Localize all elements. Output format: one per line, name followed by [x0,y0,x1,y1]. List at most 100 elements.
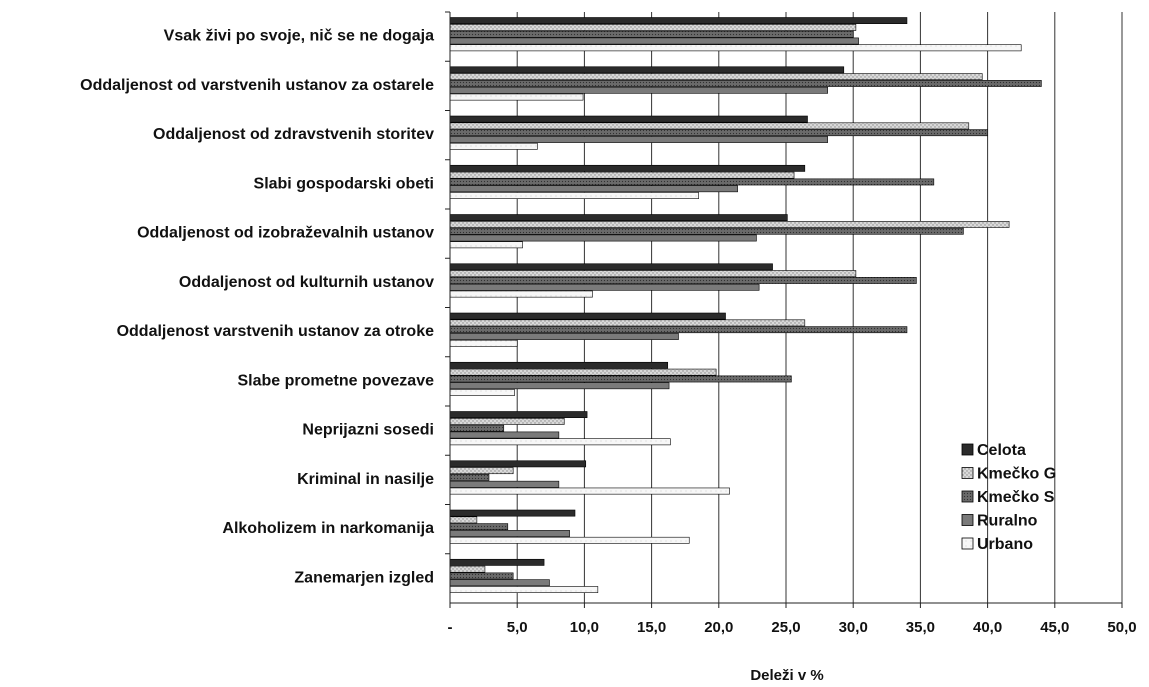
bar-kmecko-s-slabi-gospodarski-obeti [449,178,935,186]
bar-urbano-oddaljenost-od-zdravstvenih-storitev [449,142,538,150]
bar-kmecko-g-zanemarjen-izgled [449,565,486,573]
bar-kmecko-s-vsak-zivi-po-svoje-nic-se-ne-dogaja [449,30,854,38]
bar-kmecko-g-oddaljenost-od-varstvenih-ustanov-za-ostarele [449,73,983,81]
bar-ruralno-vsak-zivi-po-svoje-nic-se-ne-dogaja [449,37,859,45]
bar-ruralno-kriminal-in-nasilje [449,480,560,488]
bar-kmecko-g-alkoholizem-in-narkomanija [449,516,478,524]
bar-kmecko-s-slabe-prometne-povezave [449,375,792,383]
category-label: Oddaljenost od varstvenih ustanov za ost… [80,77,434,94]
category-label: Slabi gospodarski obeti [254,175,434,192]
bar-kmecko-s-kriminal-in-nasilje [449,474,490,481]
bar-kmecko-s-alkoholizem-in-narkomanija [449,523,509,531]
bar-kmecko-g-oddaljenost-od-zdravstvenih-storitev [449,122,970,130]
category-label: Alkoholizem in narkomanija [222,520,434,537]
bars [449,17,1042,593]
bar-kmecko-g-kriminal-in-nasilje [449,467,514,475]
bar-ruralno-zanemarjen-izgled [449,579,550,587]
legend-swatch-urbano [961,537,974,550]
category-label: Oddaljenost od zdravstvenih storitev [153,126,434,143]
bar-kmecko-s-neprijazni-sosedi [449,424,505,432]
axes [445,11,1123,608]
legend-label-celota: Celota [977,442,1026,459]
x-tick-label: 40,0 [973,619,1002,636]
x-tick-label: 35,0 [906,619,935,636]
x-tick-labels: - 5,0 10,0 15,0 20,0 25,0 30,0 35,0 40,0 45,0 50,0 [448,619,1137,636]
bar-celota-oddaljenost-od-zdravstvenih-storitev [449,115,808,123]
bar-celota-slabe-prometne-povezave [449,361,669,369]
bar-ruralno-slabi-gospodarski-obeti [449,185,738,193]
bar-celota-vsak-zivi-po-svoje-nic-se-ne-dogaja [449,17,908,24]
x-tick-label: 30,0 [839,619,868,636]
legend: Celota Kmečko G Kmečko S Ruralno Urbano [961,442,1056,553]
x-tick-label: 45,0 [1040,619,1069,636]
bar-ruralno-oddaljenost-od-kulturnih-ustanov [449,283,760,291]
category-label: Vsak živi po svoje, nič se ne dogaja [164,28,434,45]
bar-celota-oddaljenost-od-varstvenih-ustanov-za-ostarele [449,66,845,74]
gridlines [516,12,1123,603]
bar-ruralno-slabe-prometne-povezave [449,382,670,390]
bar-kmecko-s-oddaljenost-od-izobrazevalnih-ustanov [449,227,964,235]
bar-kmecko-s-oddaljenost-varstvenih-ustanov-za-otroke [449,326,908,334]
x-tick-label: 5,0 [507,619,528,636]
category-label: Kriminal in nasilje [297,471,434,488]
category-label: Slabe prometne povezave [237,372,434,389]
legend-swatch-kmecko-s [961,490,974,503]
bar-urbano-vsak-zivi-po-svoje-nic-se-ne-dogaja [449,44,1022,52]
bar-celota-zanemarjen-izgled [449,558,545,566]
bar-kmecko-g-oddaljenost-od-izobrazevalnih-ustanov [449,221,1010,228]
x-tick-label: 15,0 [637,619,666,636]
x-tick-label: - [448,619,453,636]
legend-label-kmecko-s: Kmečko S [977,489,1055,506]
bar-kmecko-s-zanemarjen-izgled [449,572,514,580]
legend-label-kmecko-g: Kmečko G [977,466,1056,483]
bar-urbano-alkoholizem-in-narkomanija [449,536,690,544]
bar-celota-oddaljenost-od-kulturnih-ustanov [449,263,773,271]
bar-kmecko-g-vsak-zivi-po-svoje-nic-se-ne-dogaja [449,23,857,31]
bar-celota-slabi-gospodarski-obeti [449,164,806,172]
bar-urbano-slabi-gospodarski-obeti [449,192,699,199]
legend-swatch-celota [961,443,974,456]
legend-label-ruralno: Ruralno [977,513,1038,530]
bar-urbano-zanemarjen-izgled [449,586,599,593]
bar-celota-neprijazni-sosedi [449,411,588,418]
bar-kmecko-g-oddaljenost-varstvenih-ustanov-za-otroke [449,319,806,327]
bar-kmecko-s-oddaljenost-od-kulturnih-ustanov [449,277,917,284]
bar-kmecko-s-oddaljenost-od-zdravstvenih-storitev [449,129,988,137]
category-labels: Vsak živi po svoje, nič se ne dogaja Odda… [80,28,434,587]
bar-kmecko-g-slabi-gospodarski-obeti [449,171,795,179]
x-tick-label: 20,0 [704,619,733,636]
bar-ruralno-oddaljenost-od-varstvenih-ustanov-za-ostarele [449,86,828,94]
category-label: Oddaljenost od kulturnih ustanov [179,274,434,291]
x-tick-label: 50,0 [1107,619,1136,636]
bar-ruralno-alkoholizem-in-narkomanija [449,530,570,537]
category-label: Zanemarjen izgled [294,569,434,586]
legend-swatch-kmecko-g [961,467,974,479]
bar-urbano-oddaljenost-od-kulturnih-ustanov [449,290,593,298]
x-tick-label: 25,0 [771,619,800,636]
bar-urbano-oddaljenost-od-izobrazevalnih-ustanov [449,241,523,249]
legend-swatch-ruralno [961,514,974,526]
x-axis-title: Deleži v % [750,667,823,684]
bar-kmecko-g-oddaljenost-od-kulturnih-ustanov [449,270,857,278]
bar-kmecko-g-slabe-prometne-povezave [449,368,717,376]
bar-celota-alkoholizem-in-narkomanija [449,509,576,517]
bar-celota-oddaljenost-varstvenih-ustanov-za-otroke [449,312,726,320]
bar-ruralno-neprijazni-sosedi [449,431,560,439]
bar-kmecko-g-neprijazni-sosedi [449,417,565,425]
bar-urbano-neprijazni-sosedi [449,438,671,446]
bar-celota-oddaljenost-od-izobrazevalnih-ustanov [449,214,788,221]
category-label: Oddaljenost od izobraževalnih ustanov [137,225,434,242]
bar-urbano-kriminal-in-nasilje [449,487,730,495]
category-label: Oddaljenost varstvenih ustanov za otroke [117,323,435,340]
x-tick-label: 10,0 [570,619,599,636]
bar-urbano-oddaljenost-od-varstvenih-ustanov-za-ostarele [449,93,584,101]
bar-ruralno-oddaljenost-varstvenih-ustanov-za-otroke [449,333,679,340]
category-label: Neprijazni sosedi [302,422,434,439]
bar-ruralno-oddaljenost-od-zdravstvenih-storitev [449,136,828,143]
bar-celota-kriminal-in-nasilje [449,460,587,468]
legend-label-urbano: Urbano [977,536,1033,553]
bar-ruralno-oddaljenost-od-izobrazevalnih-ustanov [449,234,757,242]
bar-kmecko-s-oddaljenost-od-varstvenih-ustanov-za-ostarele [449,80,1042,87]
